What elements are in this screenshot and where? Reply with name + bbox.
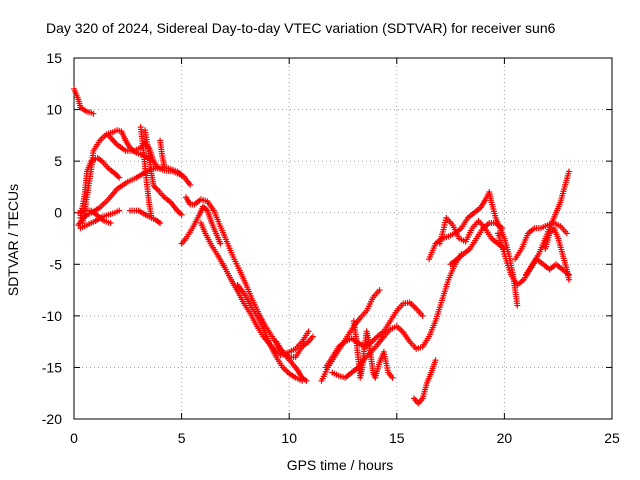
data-point xyxy=(432,357,439,364)
y-axis-label: SDTVAR / TECUs xyxy=(5,184,21,296)
series-track-h xyxy=(126,207,164,227)
series-track-m xyxy=(178,203,224,247)
data-point xyxy=(563,230,570,237)
x-tick-label: 10 xyxy=(281,430,297,446)
series-track-p xyxy=(273,333,316,361)
series-track-i xyxy=(142,127,185,218)
y-tick-label: 5 xyxy=(54,153,62,169)
y-tick-label: -20 xyxy=(42,411,62,427)
data-point xyxy=(153,185,160,192)
series-track-ab xyxy=(542,225,572,283)
series-track-w xyxy=(447,220,506,268)
x-tick-label: 5 xyxy=(178,430,186,446)
y-tick-labels: -20 -15 -10 -5 0 5 10 15 xyxy=(42,50,62,427)
x-tick-label: 0 xyxy=(70,430,78,446)
series-track-s xyxy=(329,250,465,381)
data-point xyxy=(565,276,572,283)
data-point xyxy=(376,287,383,294)
x-axis-label: GPS time / hours xyxy=(287,457,394,473)
series-track-aa xyxy=(522,168,572,278)
data-point xyxy=(107,220,114,227)
series-track-n xyxy=(197,220,312,359)
data-point xyxy=(148,214,155,221)
data-point xyxy=(116,207,123,214)
data-point xyxy=(305,328,312,335)
series-track-f xyxy=(79,127,153,227)
data-point xyxy=(309,333,316,340)
data-point xyxy=(177,210,184,217)
data-point xyxy=(565,168,572,175)
data-point xyxy=(299,377,306,384)
plot-frame xyxy=(73,57,613,420)
data-point xyxy=(178,172,185,179)
data-point xyxy=(175,209,182,216)
x-tick-label: 15 xyxy=(389,430,405,446)
data-point xyxy=(157,220,164,227)
data-point xyxy=(178,211,185,218)
data-points xyxy=(71,85,572,407)
data-point xyxy=(217,240,224,247)
grid xyxy=(74,58,612,419)
series-track-o xyxy=(234,281,306,384)
y-tick-label: -5 xyxy=(50,256,63,272)
data-point xyxy=(389,374,396,381)
chart-title: Day 320 of 2024, Sidereal Day-to-day VTE… xyxy=(46,20,556,36)
series-track-t xyxy=(350,318,396,381)
series-track-u xyxy=(411,357,439,407)
data-point xyxy=(116,174,123,181)
axis-ticks xyxy=(73,57,613,420)
y-tick-label: -10 xyxy=(42,308,62,324)
data-point xyxy=(419,312,426,319)
data-point xyxy=(514,302,521,309)
data-point xyxy=(161,163,168,170)
data-point xyxy=(90,110,97,117)
data-point xyxy=(187,181,194,188)
series-track-x xyxy=(436,214,508,252)
series-track-a xyxy=(71,85,97,117)
x-tick-label: 25 xyxy=(604,430,620,446)
y-tick-label: 15 xyxy=(46,50,62,66)
y-tick-label: 0 xyxy=(54,205,62,221)
data-point xyxy=(499,225,506,232)
y-tick-label: 10 xyxy=(46,102,62,118)
y-tick-label: -15 xyxy=(42,359,62,375)
x-tick-labels: 0 5 10 15 20 25 xyxy=(70,430,620,446)
series-track-k xyxy=(157,137,168,170)
series-track-j xyxy=(137,124,155,221)
data-point xyxy=(114,173,121,180)
x-tick-label: 20 xyxy=(497,430,513,446)
